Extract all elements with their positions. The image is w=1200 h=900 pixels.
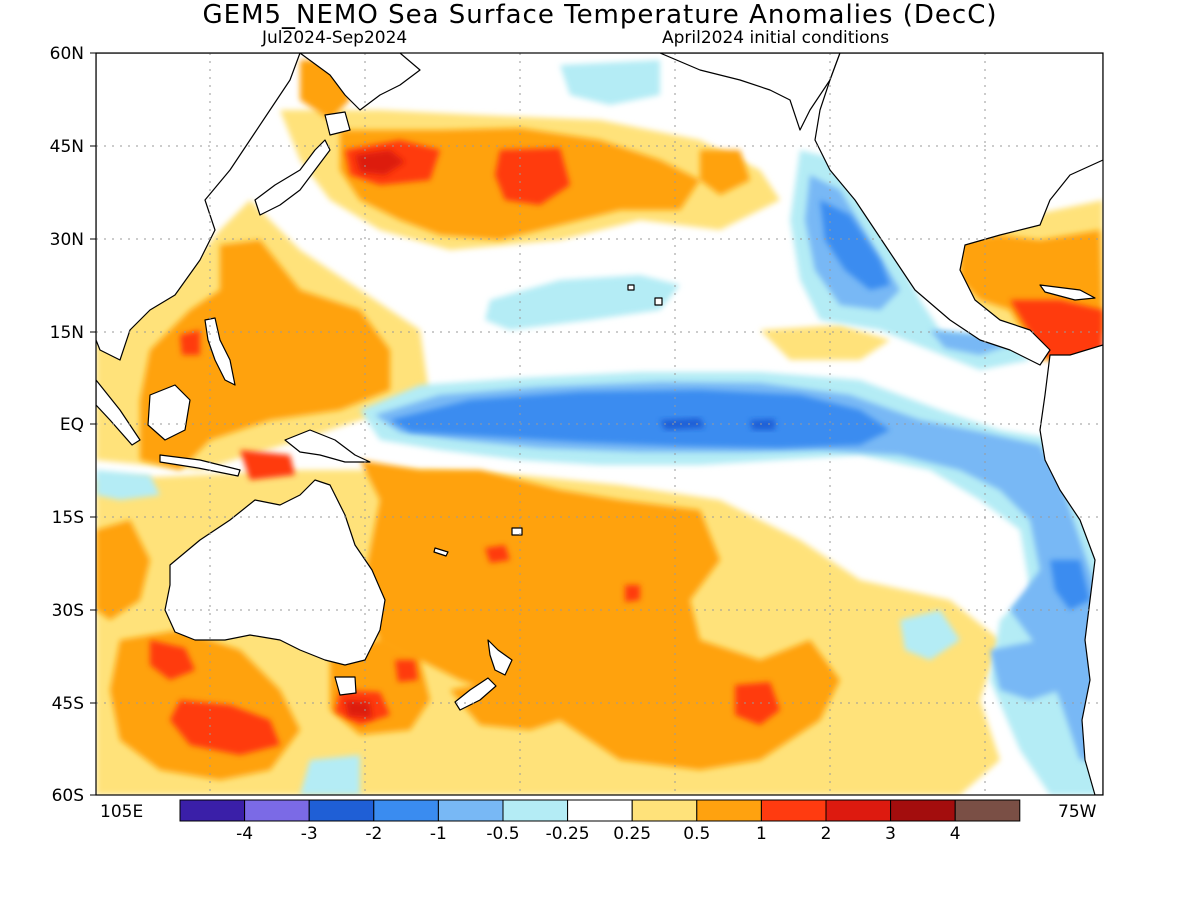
coastlines xyxy=(96,53,1103,795)
lat-label-15s: 15S xyxy=(51,508,84,528)
lat-label-60n: 60N xyxy=(49,44,84,64)
colorbar-tick-label: -4 xyxy=(236,824,254,844)
colorbar xyxy=(179,799,1021,822)
colorbar-tick-label: -2 xyxy=(365,824,383,844)
land-new-guinea xyxy=(284,429,371,463)
lat-label-30s: 30S xyxy=(51,601,84,621)
lat-label-eq: EQ xyxy=(59,415,84,435)
colorbar-swatch xyxy=(437,799,504,822)
land-hawaii xyxy=(627,284,635,291)
land-cuba xyxy=(1039,284,1096,301)
colorbar-tick-label: 0.25 xyxy=(613,824,652,844)
land-borneo xyxy=(147,384,191,441)
colorbar-tick-label: 1 xyxy=(755,824,767,844)
land-kamchatka xyxy=(299,53,421,111)
colorbar-tick-label: -0.5 xyxy=(486,824,520,844)
land-japan xyxy=(254,139,331,216)
period-label: Jul2024-Sep2024 xyxy=(262,28,408,48)
colorbar-swatch xyxy=(244,799,310,822)
colorbar-tick-label: 2 xyxy=(820,824,832,844)
lat-label-30n: 30N xyxy=(49,230,84,250)
colorbar-swatch xyxy=(373,799,439,822)
colorbar-tick-label: 0.5 xyxy=(683,824,711,844)
colorbar-swatch xyxy=(631,799,698,822)
colorbar-swatch xyxy=(502,799,569,822)
colorbar-swatch xyxy=(308,799,375,822)
anomaly-field xyxy=(96,53,1103,795)
land-south-america xyxy=(1039,344,1103,795)
lat-label-45n: 45N xyxy=(49,137,84,157)
colorbar-tick-label: -3 xyxy=(300,824,318,844)
land-new-zealand-north xyxy=(487,639,513,676)
land-asia xyxy=(96,53,301,361)
lat-label-45s: 45S xyxy=(51,694,84,714)
colorbar-swatch xyxy=(760,799,827,822)
colorbar-swatch xyxy=(179,799,246,822)
land-java xyxy=(159,454,241,477)
lon-label-left: 105E xyxy=(100,802,144,822)
colorbar-tick-label: -0.25 xyxy=(545,824,590,844)
lon-label-right: 75W xyxy=(1058,802,1097,822)
land-sumatra xyxy=(96,379,141,446)
lat-label-60s: 60S xyxy=(51,786,84,806)
land-australia xyxy=(164,479,386,666)
land-new-caledonia xyxy=(433,547,449,557)
anomaly-neg-1-shading xyxy=(390,200,1090,610)
land-north-america xyxy=(814,53,1103,366)
colorbar-tick-label: 3 xyxy=(885,824,896,844)
lat-ticks xyxy=(90,52,96,796)
anomaly-neg-2-shading xyxy=(660,418,775,430)
land-hokkaido xyxy=(324,111,351,136)
colorbar-swatch xyxy=(890,799,956,822)
colorbar-tick-label: -1 xyxy=(429,824,447,844)
land-tasmania xyxy=(334,676,357,696)
colorbar-swatch xyxy=(825,799,892,822)
lat-label-15n: 15N xyxy=(49,323,84,343)
colorbar-swatch xyxy=(954,799,1021,822)
colorbar-swatch xyxy=(567,799,633,822)
initial-conditions-label: April2024 initial conditions xyxy=(662,28,890,48)
colorbar-swatch xyxy=(696,799,762,822)
colorbar-tick-label: 4 xyxy=(949,824,961,844)
land-new-zealand-south xyxy=(454,677,497,711)
land-philippines xyxy=(204,317,236,386)
land-hawaii-big xyxy=(654,297,663,306)
map-title: GEM5_NEMO Sea Surface Temperature Anomal… xyxy=(202,0,998,30)
